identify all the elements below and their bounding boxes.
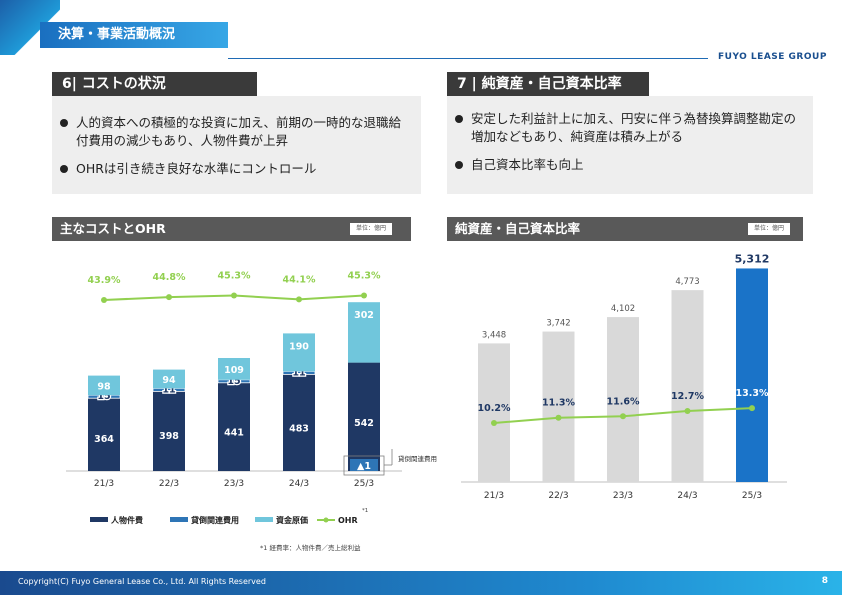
- ohr-point: [361, 292, 367, 299]
- data-label: 364: [94, 434, 114, 445]
- footnote: *1 経費率：人物件費／売上総利益: [260, 543, 361, 552]
- equity-ratio-point: [684, 408, 691, 414]
- bar-funding-cost: [348, 302, 380, 363]
- equity-ratio-label: 10.2%: [478, 403, 511, 414]
- brand-logo: FUYO LEASE GROUP: [718, 52, 827, 62]
- bar-net-assets: [736, 268, 768, 482]
- x-tick-label: 25/3: [354, 479, 374, 489]
- bullet-item: OHRは引き続き良好な水準にコントロール: [60, 160, 412, 178]
- x-tick-label: 23/3: [224, 479, 244, 489]
- legend-swatch: [255, 517, 273, 522]
- data-label: ▲1: [357, 461, 371, 472]
- x-tick-label: 22/3: [548, 491, 568, 501]
- data-label: 5,312: [735, 252, 770, 265]
- bar-personnel: [283, 374, 315, 471]
- page-number: 8: [821, 576, 828, 586]
- ohr-label: 45.3%: [218, 271, 251, 282]
- ohr-point: [101, 297, 107, 303]
- data-label: 98: [97, 381, 111, 392]
- section-heading-costs: 6| コストの状況: [52, 72, 257, 96]
- bullet-item: 安定した利益計上に加え、円安に伴う為替換算調整勘定の増加などもあり、純資産は積み…: [455, 110, 805, 146]
- bar-funding-cost: [218, 358, 250, 380]
- chart-heading-net-assets: 純資産・自己資本比率: [447, 217, 803, 241]
- bar-personnel: [348, 362, 380, 471]
- legend-superscript: *1: [362, 508, 368, 514]
- page-title: 決算・事業活動概況: [40, 22, 228, 48]
- data-label: 4,773: [675, 277, 699, 287]
- x-tick-label: 22/3: [159, 479, 179, 489]
- bullet-dot-icon: [455, 161, 463, 169]
- ohr-point: [231, 292, 237, 299]
- data-label: 441: [224, 427, 244, 438]
- ohr-label: 45.3%: [348, 271, 381, 282]
- legend-label: 貸倒関連費用: [190, 515, 239, 525]
- footer-bar: Copyright(C) Fuyo General Lease Co., Ltd…: [0, 571, 842, 595]
- legend-label: 人物件費: [111, 515, 143, 525]
- x-tick-label: 21/3: [484, 491, 504, 501]
- bar-personnel: [218, 382, 250, 471]
- ohr-label: 44.1%: [283, 274, 316, 285]
- bar-net-assets: [542, 331, 575, 482]
- equity-ratio-label: 13.3%: [736, 388, 769, 399]
- data-label: 94: [162, 375, 176, 386]
- bullet-item: 人的資本への積極的な投資に加え、前期の一時的な退職給付費用の減少もあり、人物件費…: [60, 114, 412, 150]
- data-label: 3,742: [546, 319, 570, 329]
- callout-label: 貸倒関連費用: [398, 454, 437, 463]
- section-box-costs: 人的資本への積極的な投資に加え、前期の一時的な退職給付費用の減少もあり、人物件費…: [52, 96, 421, 194]
- data-label: 109: [224, 365, 244, 376]
- section-heading-net-assets: 7 | 純資産・自己資本比率: [447, 72, 649, 96]
- legend-label: 資金原価: [276, 515, 308, 525]
- bar-net-assets: [607, 317, 639, 482]
- ohr-label: 44.8%: [153, 272, 186, 283]
- data-label: 302: [354, 310, 374, 321]
- data-label: 542: [354, 418, 374, 429]
- equity-ratio-point: [749, 405, 755, 412]
- bar-personnel: [153, 391, 185, 471]
- x-tick-label: 21/3: [94, 479, 114, 489]
- x-tick-label: 23/3: [613, 491, 633, 501]
- unit-label: 単位：億円: [350, 223, 393, 235]
- x-tick-label: 25/3: [742, 491, 762, 501]
- data-label: 190: [289, 341, 309, 352]
- bar-personnel: [88, 398, 120, 471]
- bar-funding-cost: [283, 333, 315, 372]
- bullet-dot-icon: [455, 115, 463, 123]
- callout-box: [343, 455, 385, 476]
- bullet-dot-icon: [60, 119, 68, 127]
- legend-swatch: [170, 517, 188, 522]
- equity-ratio-label: 11.6%: [607, 396, 640, 407]
- x-tick-label: 24/3: [677, 491, 697, 501]
- legend-swatch: [90, 517, 108, 522]
- bullet-item: 自己資本比率も向上: [455, 156, 805, 174]
- bar-net-assets: [671, 290, 704, 482]
- bar-funding-cost: [88, 375, 120, 396]
- bar-net-assets: [478, 343, 510, 482]
- header-divider: [228, 58, 708, 59]
- bar-funding-cost: [153, 369, 185, 389]
- equity-ratio-label: 11.3%: [542, 398, 575, 409]
- ohr-point: [296, 296, 302, 303]
- bar-credit-cost: [350, 459, 378, 471]
- data-label: 4,102: [611, 304, 635, 314]
- x-tick-label: 24/3: [289, 479, 309, 489]
- equity-ratio-point: [491, 420, 497, 426]
- data-label: 483: [289, 424, 309, 435]
- section-box-net-assets: 安定した利益計上に加え、円安に伴う為替換算調整勘定の増加などもあり、純資産は積み…: [447, 96, 813, 194]
- equity-ratio-point: [620, 413, 626, 420]
- equity-ratio-label: 12.7%: [671, 391, 704, 402]
- cost-ohr-chart: 364159821/3398119422/34411510923/3483111…: [66, 271, 437, 552]
- copyright-text: Copyright(C) Fuyo General Lease Co., Ltd…: [18, 577, 266, 586]
- ohr-point: [166, 294, 172, 301]
- legend-label: OHR: [338, 516, 358, 525]
- net-assets-chart: 3,448 21/3 3,742 22/3 4,102 23/3 4,773 24/3 5,31…: [461, 252, 787, 501]
- data-label: 3,448: [482, 330, 506, 340]
- unit-label: 単位：億円: [748, 223, 791, 235]
- legend-swatch: [323, 517, 329, 523]
- ohr-label: 43.9%: [88, 275, 121, 286]
- equity-ratio-point: [555, 414, 562, 421]
- data-label: 398: [159, 431, 179, 442]
- bullet-dot-icon: [60, 165, 68, 173]
